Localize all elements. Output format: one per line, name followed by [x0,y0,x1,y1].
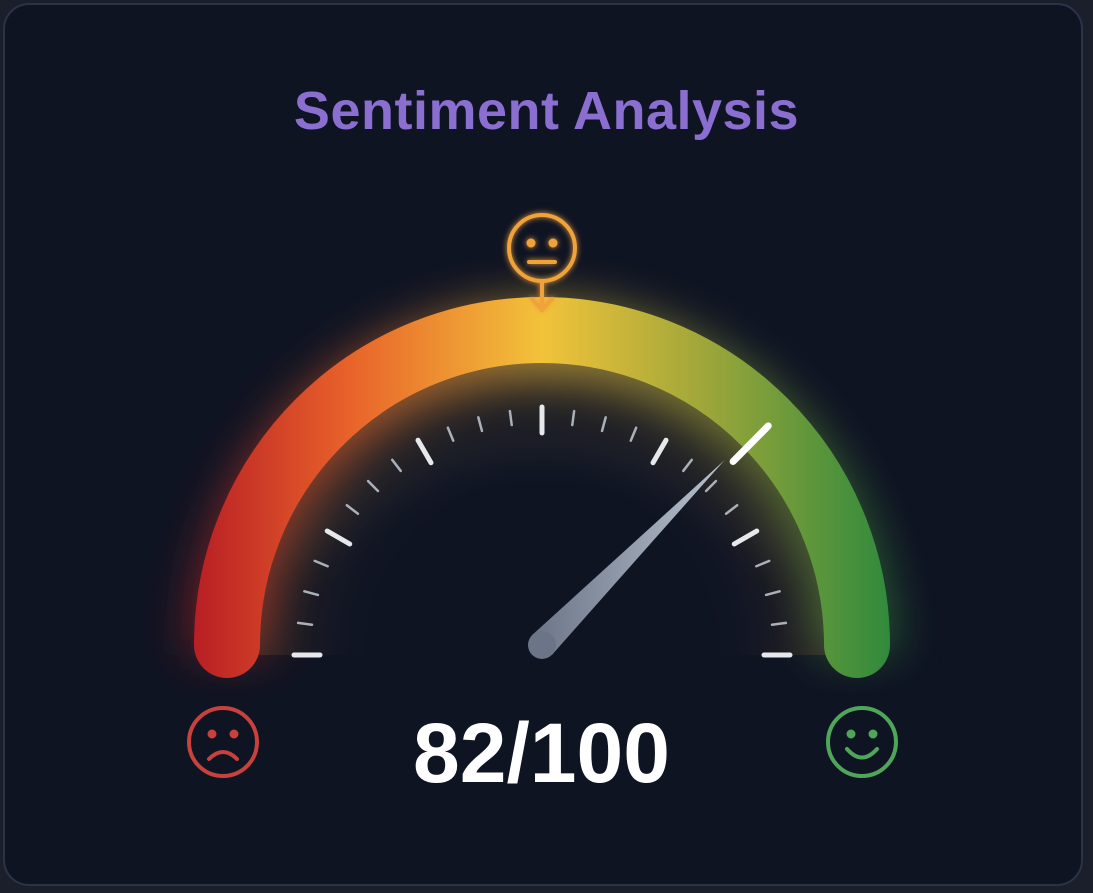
gauge-needle [532,460,725,655]
minor-tick [704,479,718,493]
minor-tick [313,559,329,568]
sentiment-arc [194,297,890,678]
minor-tick [629,426,638,442]
happy-face-icon [826,706,898,778]
minor-tick [303,590,320,597]
major-tick [650,437,669,466]
minor-tick [446,426,455,442]
minor-tick [366,479,380,493]
minor-tick [755,559,771,568]
minor-tick [770,621,788,626]
minor-tick [571,409,576,427]
major-tick [731,528,760,547]
minor-tick [724,503,739,516]
inner-glow [242,355,842,655]
needle-hub [528,631,556,659]
minor-tick [477,416,484,433]
arc-highlight [295,432,789,563]
minor-tick [764,590,781,597]
sad-face-icon [187,706,259,778]
major-tick [415,437,434,466]
minor-tick [390,458,403,473]
score-readout: 82/100 [413,706,670,800]
value-marker [729,422,772,465]
minor-tick [600,416,607,433]
minor-tick [296,621,314,626]
major-tick [324,528,353,547]
minor-tick [681,458,694,473]
minor-tick [345,503,360,516]
minor-tick [508,409,513,427]
neutral-face-icon [507,213,577,313]
card-title: Sentiment Analysis [293,81,800,141]
gauge-ticks [291,404,793,658]
